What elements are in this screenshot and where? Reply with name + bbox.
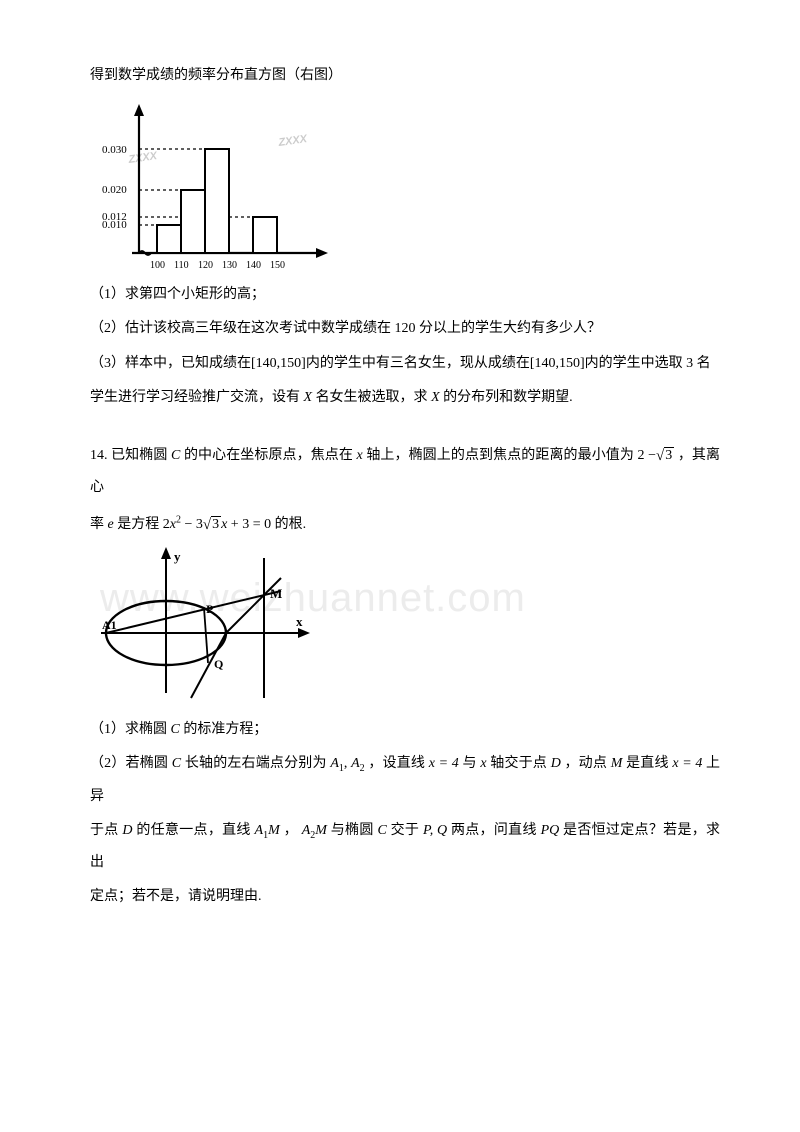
p14-a: 14. 已知椭圆	[90, 448, 171, 463]
p14-q2-line3: 定点；若不是，请说明理由.	[90, 881, 720, 913]
p14-q2-d: 与	[459, 756, 481, 771]
p14-line1: 14. 已知椭圆 C 的中心在坐标原点，焦点在 x 轴上，椭圆上的点到焦点的距离…	[90, 438, 720, 505]
p14-e: 率	[90, 517, 108, 532]
p14-q1-a: （1）求椭圆	[90, 722, 171, 737]
p14-q2-a1: A	[330, 756, 339, 771]
p14-q2-l2-pq2: PQ	[541, 823, 560, 838]
p14-line2: 率 e 是方程 2x2 − 3√3x + 3 = 0 的根.	[90, 507, 720, 542]
p14-q2-f: ，动点	[561, 756, 611, 771]
p14-q2-line1: （2）若椭圆 C 长轴的左右端点分别为 A1, A2 ，设直线 x = 4 与 …	[90, 748, 720, 812]
p14-q2-b: 长轴的左右端点分别为	[181, 756, 330, 771]
svg-text:150: 150	[270, 260, 285, 271]
sqrt-3-b: √3	[203, 507, 221, 542]
p14-c: 轴上，椭圆上的点到焦点的距离的最小值为	[363, 448, 638, 463]
q3: （3）样本中，已知成绩在[140,150]内的学生中有三名女生，现从成绩在[14…	[90, 348, 720, 380]
ytick-0.012: 0.012	[102, 211, 127, 223]
svg-text:x: x	[296, 614, 303, 629]
p14-q2-c-var: C	[172, 756, 181, 771]
p14-q2-eq2: x = 4	[672, 756, 702, 771]
svg-text:A1: A1	[102, 618, 117, 632]
p14-q2-l2-e: 交于	[387, 823, 423, 838]
p14-poly-a: 2	[163, 517, 170, 532]
q3-f: 的分布列和数学期望.	[440, 390, 573, 405]
svg-text:110: 110	[174, 260, 189, 271]
ytick-0.030: 0.030	[102, 144, 127, 156]
q3-cont: 学生进行学习经验推广交流，设有 X 名女生被选取，求 X 的分布列和数学期望.	[90, 382, 720, 414]
p14-q2-l2-pq: P, Q	[423, 823, 447, 838]
q3-c: 内的学生中选取 3 名	[585, 356, 711, 371]
svg-text:P: P	[206, 602, 213, 616]
q3-b: 内的学生中有三名女生，现从成绩在	[306, 356, 530, 371]
svg-text:Q: Q	[214, 657, 223, 671]
svg-text:130: 130	[222, 260, 237, 271]
p14-expr1-pre: 2 −	[638, 448, 656, 463]
p14-q1-c: C	[171, 722, 180, 737]
ellipse-figure: y x A1 M P Q	[96, 543, 720, 708]
histogram-figure: ZXXX ZXXX 0.010 0.012 0.020 0.030	[84, 98, 720, 273]
p14-q2-l2-f: 两点，问直线	[447, 823, 540, 838]
q3-x1: X	[304, 390, 313, 405]
svg-text:120: 120	[198, 260, 213, 271]
q3-interval2: [140,150]	[530, 356, 585, 371]
p14-q2-l2-b: 的任意一点，直线	[133, 823, 255, 838]
svg-text:ZXXX: ZXXX	[277, 133, 309, 149]
p14-q2-l2-c-var: C	[377, 823, 386, 838]
svg-text:y: y	[174, 549, 181, 564]
p14-q2-eq1: x = 4	[429, 756, 459, 771]
p14-f: 是方程	[114, 517, 163, 532]
p14-q2-e: 轴交于点	[487, 756, 551, 771]
p14-q2-l2-a2m-a: A	[302, 823, 311, 838]
svg-text:140: 140	[246, 260, 261, 271]
svg-text:ZXXX: ZXXX	[127, 150, 159, 166]
p14-b: 的中心在坐标原点，焦点在	[180, 448, 356, 463]
p14-q2-l2-a: 于点	[90, 823, 122, 838]
ytick-0.020: 0.020	[102, 184, 127, 196]
svg-text:100: 100	[150, 260, 165, 271]
intro-line: 得到数学成绩的频率分布直方图（右图）	[90, 60, 720, 92]
p14-q2-d-var: D	[551, 756, 561, 771]
p14-q2-a2: A	[351, 756, 360, 771]
p14-q2-l2-d: D	[122, 823, 132, 838]
q2: （2）估计该校高三年级在这次考试中数学成绩在 120 分以上的学生大约有多少人？	[90, 313, 720, 345]
p14-g: 的根.	[271, 517, 306, 532]
p14-q1: （1）求椭圆 C 的标准方程；	[90, 714, 720, 746]
q3-d: 学生进行学习经验推广交流，设有	[90, 390, 304, 405]
p14-poly-tail: + 3 = 0	[227, 517, 271, 532]
p14-q2-line2: 于点 D 的任意一点，直线 A1M ， A2M 与椭圆 C 交于 P, Q 两点…	[90, 815, 720, 879]
p14-q2-l2-a1m-a: A	[255, 823, 264, 838]
p14-q2-l2-c: ，	[280, 823, 302, 838]
q3-a: （3）样本中，已知成绩在	[90, 356, 251, 371]
sqrt-3-a: √3	[656, 438, 674, 473]
p14-q2-m: M	[611, 756, 623, 771]
p14-poly-minus: − 3	[181, 517, 203, 532]
p14-q2-a: （2）若椭圆	[90, 756, 172, 771]
p14-q1-b: 的标准方程；	[180, 722, 268, 737]
p14-q2-c: ，设直线	[365, 756, 429, 771]
p14-q2-l2-a1m-m: M	[268, 823, 280, 838]
p14-q2-l2-d2: 与椭圆	[327, 823, 378, 838]
q1: （1）求第四个小矩形的高；	[90, 279, 720, 311]
q3-interval1: [140,150]	[251, 356, 306, 371]
q3-e: 名女生被选取，求	[312, 390, 431, 405]
q3-x2: X	[431, 390, 440, 405]
p14-q2-g: 是直线	[622, 756, 672, 771]
p14-q2-l2-a2m-m: M	[315, 823, 327, 838]
p14-c1: C	[171, 448, 180, 463]
